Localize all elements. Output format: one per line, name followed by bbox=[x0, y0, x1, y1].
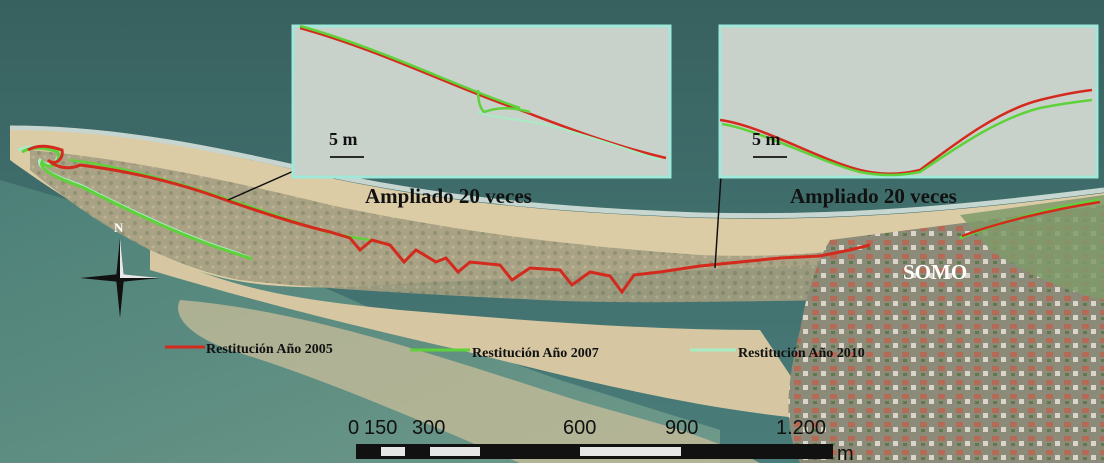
inset-leader-right bbox=[714, 175, 722, 269]
scale-tick-150: 150 bbox=[364, 417, 397, 439]
scale-bar bbox=[356, 444, 833, 459]
green-fields bbox=[960, 195, 1104, 300]
place-label-somo: SOMO bbox=[903, 260, 967, 284]
scale-tick-600: 600 bbox=[563, 417, 596, 439]
scale-tick-0: 0 bbox=[348, 417, 359, 439]
inset-right bbox=[718, 24, 1099, 179]
inset-left bbox=[291, 24, 672, 179]
surf-foam bbox=[9, 125, 1104, 219]
inset-leader-left bbox=[227, 169, 297, 201]
inner-beach bbox=[150, 250, 820, 420]
north-label: N bbox=[114, 220, 124, 235]
north-arrow bbox=[80, 238, 160, 318]
inset-left-caption: Ampliado 20 veces bbox=[365, 184, 532, 208]
scale-tick-900: 900 bbox=[665, 417, 698, 439]
legend-label-2005: Restitución Año 2005 bbox=[206, 342, 333, 357]
inset-right-scale-label: 5 m bbox=[752, 129, 781, 149]
inset-left-scale-label: 5 m bbox=[329, 129, 358, 149]
inset-right-caption: Ampliado 20 veces bbox=[790, 184, 957, 208]
dune-zone bbox=[30, 150, 880, 303]
tidal-flats bbox=[178, 300, 761, 463]
scale-tick-300: 300 bbox=[412, 417, 445, 439]
scale-unit: m bbox=[837, 443, 854, 463]
shoreline-2005 bbox=[27, 144, 1101, 295]
scale-tick-1200: 1.200 bbox=[776, 417, 826, 439]
legend-label-2007: Restitución Año 2007 bbox=[472, 346, 599, 361]
legend-label-2010: Restitución Año 2010 bbox=[738, 346, 865, 361]
